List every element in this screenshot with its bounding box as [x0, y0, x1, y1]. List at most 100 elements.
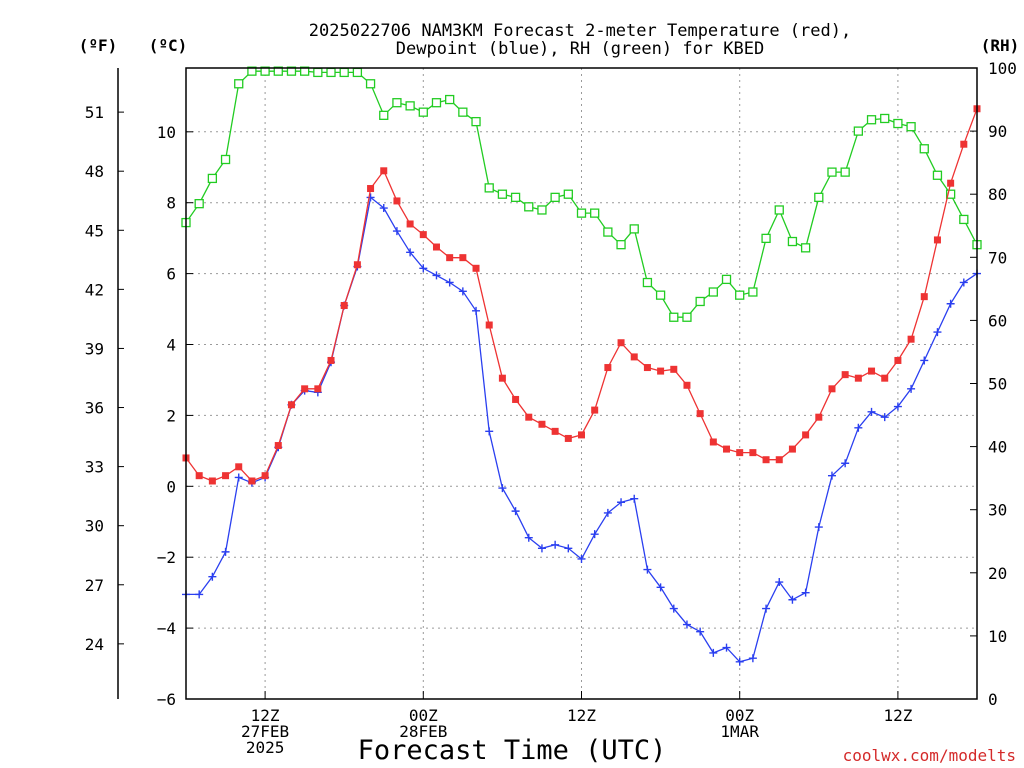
rh-tick-label: 40	[988, 438, 1007, 457]
temperature-point	[274, 442, 282, 450]
temperature-point	[578, 431, 585, 439]
temperature-point	[485, 321, 493, 329]
rh-point	[787, 236, 798, 247]
dewpoint-point	[893, 402, 902, 411]
rh-tick-label: 0	[988, 690, 998, 709]
celsius-axis: −6 −4 −2 0 2 4 6 8 10	[157, 123, 193, 709]
dewpoint-point	[379, 204, 388, 213]
dewpoint-point	[551, 540, 560, 549]
dewpoint-point	[788, 595, 797, 604]
rh-point	[695, 296, 705, 307]
dewpoint-series	[182, 193, 981, 666]
x-tick-label: 1MAR	[720, 722, 759, 741]
fahrenheit-tick-label: 27	[85, 576, 104, 595]
temperature-point	[960, 140, 968, 148]
dewpoint-point	[485, 427, 494, 436]
temperature-point	[881, 374, 889, 382]
temperature-point	[749, 449, 757, 457]
x-tick-label: 12Z	[883, 706, 912, 725]
series-layer	[181, 66, 982, 666]
celsius-unit-label: (ºC)	[149, 36, 188, 55]
temperature-point	[208, 477, 216, 485]
dewpoint-point	[472, 306, 481, 315]
rh-tick-label: 20	[988, 564, 1007, 583]
dewpoint-point	[498, 484, 507, 493]
rh-point	[774, 205, 784, 215]
temperature-point	[498, 374, 506, 382]
dewpoint-point	[406, 248, 415, 257]
dewpoint-point	[537, 544, 546, 553]
rh-point	[669, 312, 679, 322]
x-tick-label: 12Z	[567, 706, 596, 725]
rh-axis: 0 10 20 30 40 50 60 70 80 90 100	[970, 59, 1017, 709]
rh-point	[814, 192, 824, 203]
rh-point	[590, 208, 600, 218]
temperature-point	[472, 264, 480, 272]
dewpoint-point	[458, 287, 467, 296]
dewpoint-point	[907, 384, 916, 393]
temperature-point	[353, 261, 361, 269]
rh-point	[220, 154, 231, 165]
fahrenheit-axis: 24 27 30 33 36 39 42 45 48 51	[85, 103, 124, 654]
dewpoint-point	[564, 544, 573, 553]
dewpoint-point	[827, 471, 836, 480]
dewpoint-point	[669, 604, 678, 613]
rh-point	[735, 290, 745, 300]
rh-point	[748, 287, 758, 297]
rh-tick-label: 100	[988, 59, 1017, 78]
temperature-point	[828, 385, 836, 393]
dewpoint-point	[959, 278, 968, 287]
rh-point	[919, 144, 929, 154]
rh-point	[563, 189, 573, 199]
rh-point	[945, 189, 956, 199]
dewpoint-point	[643, 565, 652, 574]
temperature-point	[815, 413, 823, 421]
dewpoint-point	[920, 356, 929, 365]
rh-point	[234, 79, 244, 89]
dewpoint-point	[445, 278, 454, 287]
temperature-point	[723, 445, 731, 453]
temperature-point	[564, 434, 572, 442]
rh-point	[880, 113, 890, 124]
dewpoint-point	[195, 590, 204, 599]
temperature-point	[459, 254, 467, 262]
temperature-point	[327, 356, 335, 364]
rh-point	[286, 66, 297, 76]
temperature-point	[683, 381, 691, 389]
temperature-point	[947, 179, 955, 187]
celsius-tick-label: −6	[157, 690, 176, 709]
rh-point	[405, 101, 415, 111]
temperature-point	[432, 243, 440, 251]
temperature-point	[538, 420, 546, 428]
rh-point	[497, 189, 508, 199]
rh-series	[181, 66, 982, 322]
rh-point	[906, 122, 916, 132]
rh-point	[326, 67, 336, 78]
temperature-point	[933, 236, 941, 244]
temperature-point	[380, 167, 388, 175]
temperature-point	[512, 395, 520, 403]
temperature-point	[670, 365, 678, 373]
rh-point	[299, 66, 310, 76]
dewpoint-point	[617, 498, 626, 507]
x-axis-title: Forecast Time (UTC)	[358, 735, 667, 766]
temperature-point	[788, 445, 796, 453]
rh-point	[339, 67, 349, 78]
rh-point	[313, 67, 323, 78]
temperature-point	[287, 401, 295, 409]
dewpoint-point	[682, 620, 691, 629]
rh-point	[194, 199, 204, 209]
dewpoint-point	[814, 523, 823, 532]
celsius-tick-label: 6	[166, 265, 176, 284]
dewpoint-point	[234, 473, 243, 482]
dewpoint-point	[419, 264, 428, 273]
dewpoint-point	[933, 328, 942, 337]
rh-point	[761, 233, 771, 244]
rh-point	[932, 170, 943, 180]
x-tick-label: 12Z	[251, 706, 280, 725]
celsius-tick-label: 2	[166, 406, 176, 425]
dewpoint-point	[656, 583, 665, 592]
dewpoint-point	[603, 508, 612, 517]
temperature-point	[446, 254, 454, 262]
